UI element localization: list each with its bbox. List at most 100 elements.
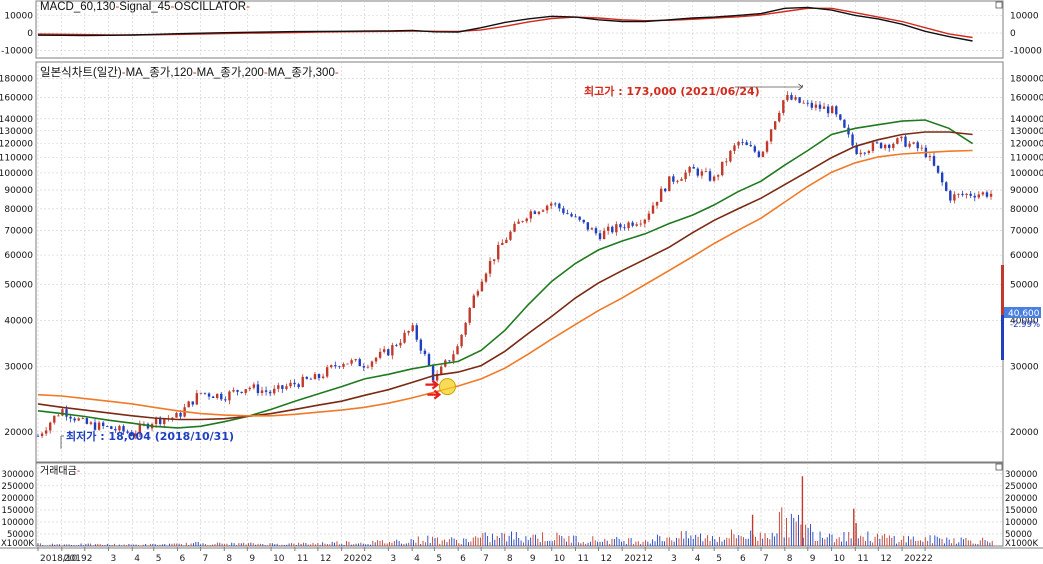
candle-body <box>281 385 284 389</box>
candle-body <box>883 144 887 149</box>
panel-title-part: - <box>170 1 174 13</box>
macd-panel[interactable] <box>37 6 973 42</box>
candle-body <box>953 194 956 201</box>
candle-body <box>468 307 471 323</box>
x-tick-label: 6 <box>460 554 466 564</box>
candle-body <box>366 366 370 368</box>
candle-body <box>647 213 651 220</box>
candle-body <box>802 102 805 104</box>
last-price-tag <box>1004 307 1041 318</box>
candle-body <box>476 291 480 296</box>
price-y-tick-left: 130000 <box>0 127 33 137</box>
candle-body <box>252 384 256 388</box>
candle-body <box>220 393 223 400</box>
candle-body <box>391 345 394 356</box>
candle-body <box>154 417 158 425</box>
candle-body <box>773 121 777 130</box>
volume-y-tick-left: 100000 <box>2 518 34 528</box>
low-price-label: 최저가 : 18,004 (2018/10/31) <box>66 429 234 443</box>
candle-body <box>794 97 797 100</box>
candle-body <box>537 211 541 214</box>
price-y-tick-left: 80000 <box>4 205 33 215</box>
candle-body <box>562 208 565 214</box>
candle-body <box>509 231 512 240</box>
candle-body <box>517 221 520 224</box>
candle-body <box>195 393 199 405</box>
candle-body <box>305 376 309 379</box>
candle-body <box>317 374 321 378</box>
candle-body <box>839 114 842 120</box>
price-panel[interactable] <box>36 91 993 440</box>
candle-body <box>187 401 190 408</box>
candle-body <box>753 146 757 152</box>
candle-body <box>940 172 944 183</box>
price-y-tick-right: 120000 <box>1010 140 1043 150</box>
candle-body <box>529 211 533 219</box>
candle-body <box>541 210 545 212</box>
candle-body <box>855 145 858 155</box>
candle-body <box>635 224 638 226</box>
candle-body <box>501 242 504 246</box>
grid-lines <box>36 1 1003 551</box>
candle-body <box>492 259 496 262</box>
ma120-line <box>37 119 974 429</box>
x-tick-label: 2021 <box>624 554 647 564</box>
price-y-tick-left: 180000 <box>0 74 33 84</box>
ma200-line <box>37 131 973 421</box>
candle-body <box>639 223 642 225</box>
volume-panel[interactable] <box>37 476 993 546</box>
panel-title-part: MA_종가,120 <box>126 66 193 79</box>
x-tick-label: 10 <box>273 554 285 564</box>
macd-y-tick-right: 10000 <box>1010 11 1039 21</box>
price-y-tick-left: 90000 <box>4 186 33 196</box>
candle-body <box>545 205 549 211</box>
candle-body <box>134 433 137 436</box>
candle-body <box>203 392 207 394</box>
candle-body <box>85 418 89 424</box>
x-tick-label: 12 <box>600 554 611 564</box>
candle-body <box>497 245 500 260</box>
candle-body <box>598 233 602 240</box>
candle-body <box>611 226 614 233</box>
ma300-line <box>37 149 973 417</box>
candle-body <box>452 354 455 361</box>
price-y-tick-right: 160000 <box>1010 93 1043 103</box>
candle-body <box>374 357 378 362</box>
candle-body <box>44 430 48 434</box>
candle-body <box>749 145 752 147</box>
macd-y-tick-right: 0 <box>1010 29 1016 39</box>
price-panel-frame <box>35 61 1004 463</box>
candle-body <box>965 193 968 196</box>
panel-title: MACD_60,130-Signal_45-OSCILLATOR- <box>40 1 250 13</box>
candle-body <box>191 401 194 405</box>
candle-body <box>745 142 748 146</box>
candle-body <box>57 415 60 417</box>
volume-y-tick-right: 200000 <box>1005 494 1037 504</box>
candle-body <box>716 175 720 177</box>
candle-body <box>126 431 129 433</box>
candle-body <box>321 376 325 378</box>
x-tick-label: 5 <box>436 554 442 564</box>
candle-body <box>513 223 516 232</box>
candle-body <box>912 142 915 144</box>
red-arrow <box>425 379 440 390</box>
candle-body <box>93 422 97 430</box>
candle-body <box>346 363 349 365</box>
x-tick-label: 2 <box>647 554 653 564</box>
candle-body <box>236 390 239 392</box>
candle-body <box>798 97 801 103</box>
candle-body <box>350 360 353 364</box>
x-tick-label: 8 <box>787 554 793 564</box>
candle-body <box>554 203 557 205</box>
candle-body <box>676 180 679 182</box>
candle-body <box>871 142 875 151</box>
volume-y-tick-right: 250000 <box>1005 482 1037 492</box>
price-y-tick-left: 100000 <box>0 169 33 179</box>
candle-body <box>570 213 573 217</box>
candle-body <box>896 138 899 144</box>
candle-body <box>932 156 936 166</box>
